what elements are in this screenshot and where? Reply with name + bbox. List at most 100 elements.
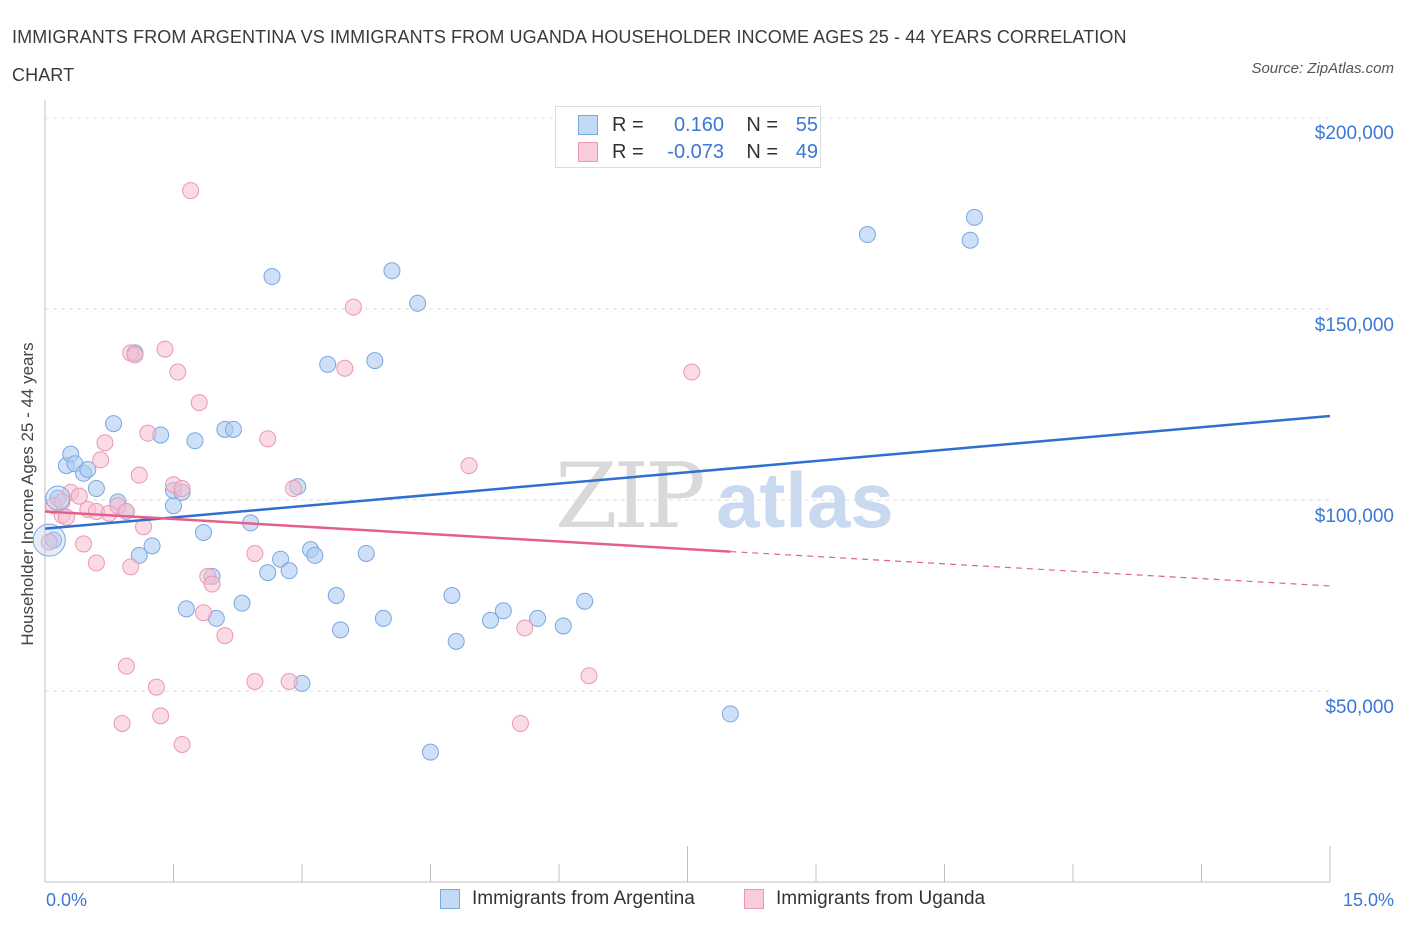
uganda-legend-label: Immigrants from Uganda [776,888,986,909]
argentina-cluster-point [45,485,71,511]
argentina-legend-label: Immigrants from Argentina [472,888,695,909]
x-tick-label-min: 0.0% [46,890,88,910]
argentina-point [961,231,979,249]
uganda-point [173,735,191,753]
uganda-point [460,457,478,475]
n-value: 55 [795,113,818,136]
argentina-point [366,352,384,370]
n-value: 49 [795,140,818,163]
uganda-point [139,424,157,442]
uganda-point [280,672,298,690]
argentina-point [721,705,739,723]
uganda-point [70,487,88,505]
legend-row-uganda: R = -0.073 N = 49 [578,140,818,164]
argentina-point [494,602,512,620]
uganda-point [130,466,148,484]
uganda-point [113,714,131,732]
argentina-point [130,546,148,564]
argentina-point [263,268,281,286]
bottom-legend-uganda: Immigrants from Uganda [744,888,985,910]
argentina-point [357,544,375,562]
uganda-point [126,346,144,364]
argentina-point [422,743,439,761]
uganda-point [96,434,114,452]
argentina-point [965,208,983,226]
argentina-point [332,621,350,639]
argentina-point [374,609,392,627]
y-tick-label-200k: $200,000 [1314,123,1394,144]
argentina-point [233,594,251,612]
argentina-point [259,564,277,582]
argentina-swatch [578,115,598,135]
r-label: R = [612,113,644,136]
uganda-point [580,667,598,685]
argentina-point [272,550,290,568]
uganda-point [246,672,264,690]
n-label: N = [746,140,778,163]
uganda-point [259,430,277,448]
argentina-point [443,587,461,604]
uganda-point [246,544,264,562]
argentina-swatch [440,889,460,909]
argentina-trend-line [44,414,1331,530]
uganda-point [190,394,208,412]
argentina-point [409,294,427,312]
uganda-trend-line-extension [730,550,1331,587]
argentina-cluster-point [32,523,66,557]
uganda-point [53,493,71,511]
uganda-point [135,518,153,536]
y-tick-label-100k: $100,000 [1314,506,1394,527]
argentina-point [447,632,465,650]
uganda-swatch [578,142,598,162]
uganda-point [122,558,140,576]
argentina-point [79,460,97,478]
y-tick-label-150k: $150,000 [1314,315,1394,336]
uganda-point [147,678,165,696]
uganda-point [203,575,221,593]
watermark-zip: ZIP [555,444,703,549]
uganda-point [87,554,105,572]
argentina-point [554,617,572,635]
argentina-point [194,523,212,541]
r-value: -0.073 [667,140,724,163]
legend-row-argentina: R = 0.160 N = 55 [578,113,818,137]
uganda-point [92,451,110,469]
argentina-point [319,355,337,373]
argentina-point [280,562,298,580]
uganda-point [516,619,534,637]
x-tick-label-max: 15.0% [1342,890,1394,910]
argentina-point [858,226,876,244]
uganda-trend-line [44,510,731,553]
argentina-point [529,609,547,627]
chart-title: IMMIGRANTS FROM ARGENTINA VS IMMIGRANTS … [12,27,1127,85]
r-value: 0.160 [673,113,724,136]
source-label: Source: ZipAtlas.com [1251,60,1394,77]
uganda-point [75,535,93,553]
n-label: N = [746,113,778,136]
argentina-point [481,611,499,629]
bottom-legend-argentina: Immigrants from Argentina [440,888,695,910]
r-label: R = [612,140,644,163]
uganda-point [117,657,135,675]
uganda-swatch [744,889,764,909]
argentina-point [224,420,242,438]
argentina-point [306,546,324,564]
correlation-legend: R = 0.160 N = 55 R = -0.073 N = 49 [555,106,821,168]
argentina-point [177,600,195,618]
uganda-point [336,359,354,377]
argentina-point [576,592,594,610]
argentina-point [383,262,401,280]
y-tick-label-50k: $50,000 [1325,697,1394,718]
argentina-point [327,587,345,604]
uganda-point [216,627,234,645]
uganda-point [284,480,302,498]
uganda-point [511,714,529,732]
uganda-point [40,533,58,551]
argentina-point [87,480,105,498]
uganda-point [152,707,170,725]
uganda-point [344,298,362,316]
uganda-point [169,363,187,381]
uganda-point [156,340,174,358]
watermark-atlas: atlas [716,456,894,544]
